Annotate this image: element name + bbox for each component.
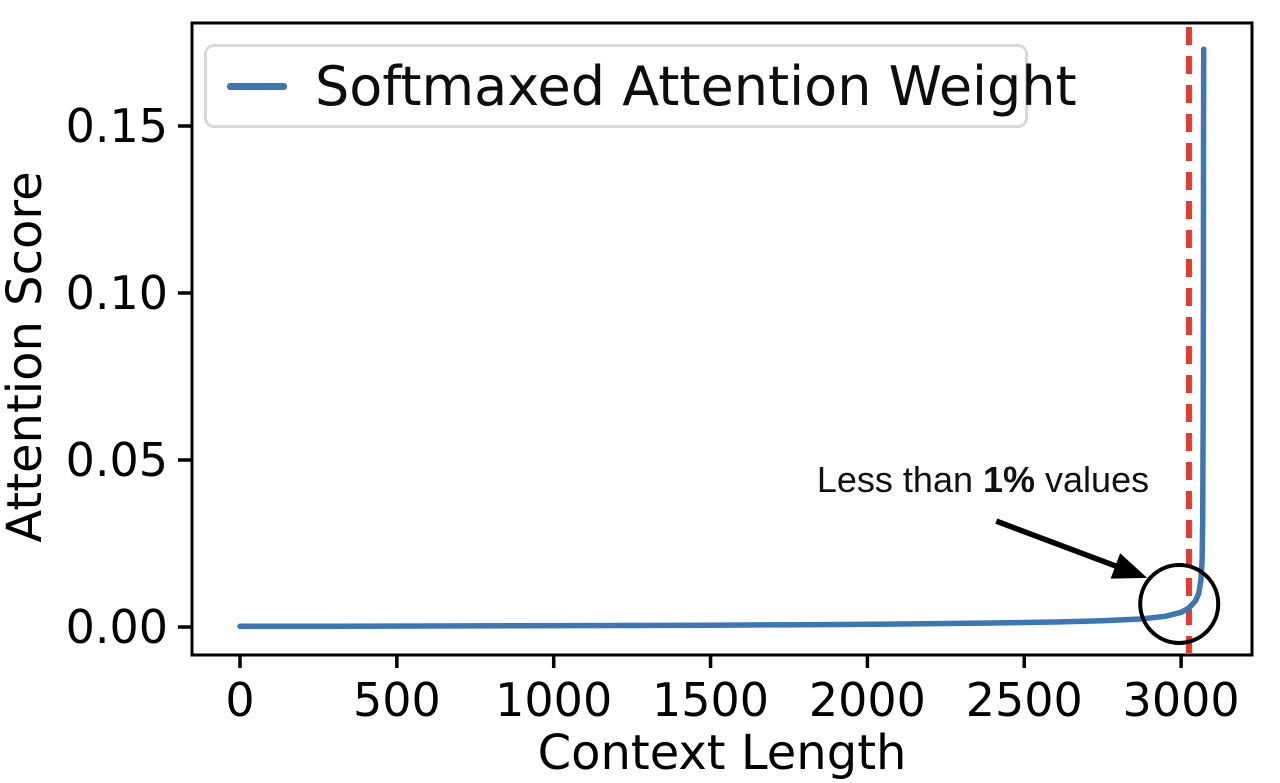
x-tick-label: 1500 [652,673,770,727]
attention-weight-line [237,46,1207,630]
y-tick-label: 0.00 [65,600,168,654]
x-tick-label: 2000 [808,673,926,727]
legend-entry-label: Softmaxed Attention Weight [315,54,1077,118]
axes-frame [190,21,1254,657]
y-tick-label: 0.15 [65,99,168,153]
tick-marks [178,124,1183,668]
y-tick-label: 0.10 [65,266,168,320]
x-tick-label: 2500 [965,673,1083,727]
annotation-arrow-head [1110,553,1148,579]
annotation-text-before: Less than [816,459,983,500]
legend: Softmaxed Attention Weight [204,44,1077,128]
x-tick-label: 500 [352,673,441,727]
y-tick-label: 0.05 [65,433,168,487]
highlight-circle [1138,562,1221,645]
x-axis-title: Context Length [537,725,907,781]
annotation-text: Less than 1% values [805,459,1161,501]
y-axis-title: Attention Score [0,171,53,543]
x-tick-label: 3000 [1122,673,1240,727]
legend-line-sample-icon [227,82,287,90]
annotation-arrow [995,518,1121,570]
annotation-text-bold: 1% [983,459,1036,500]
x-tick-label: 0 [225,673,255,727]
annotation-text-after: values [1035,459,1150,500]
x-tick-label: 1000 [495,673,613,727]
